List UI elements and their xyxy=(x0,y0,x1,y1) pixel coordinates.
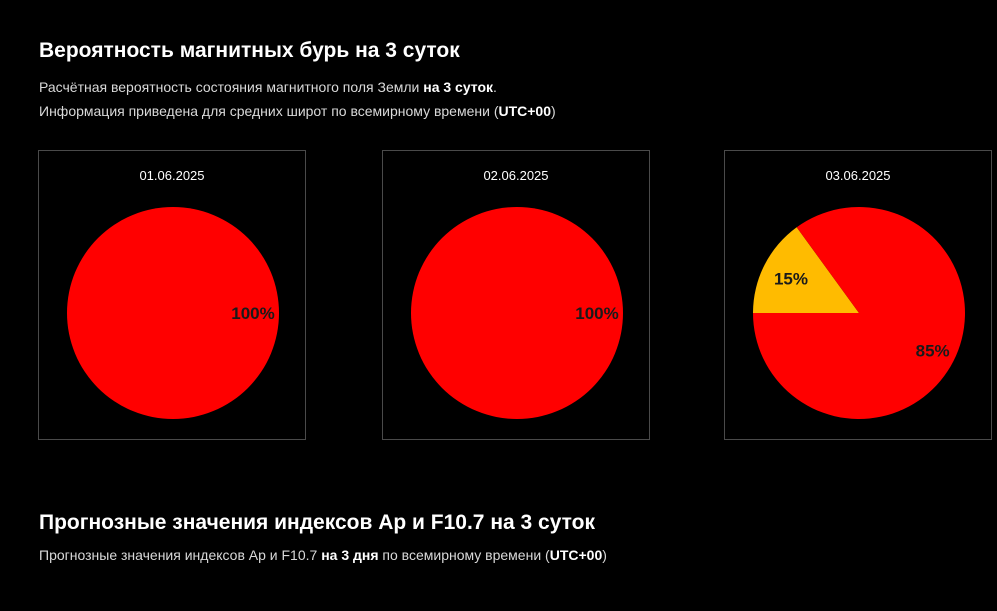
section-description-line-1: Расчётная вероятность состояния магнитно… xyxy=(39,79,497,95)
card-date: 01.06.2025 xyxy=(139,168,205,183)
pie-slice-label: 100% xyxy=(231,304,274,323)
pie-slice xyxy=(753,207,965,419)
section-description-indices: Прогнозные значения индексов Ap и F10.7 … xyxy=(39,547,607,563)
pie-slice xyxy=(411,207,623,419)
forecast-card-day-1: 01.06.2025 100% xyxy=(38,150,306,440)
section-description-line-2: Информация приведена для средних широт п… xyxy=(39,103,556,119)
pie-chart-day-2: 100% xyxy=(411,207,623,419)
forecast-card-day-3: 03.06.2025 15% 85% xyxy=(724,150,992,440)
card-date: 03.06.2025 xyxy=(825,168,891,183)
pie-slice-label: 15% xyxy=(774,269,808,288)
section-title-storms: Вероятность магнитных бурь на 3 суток xyxy=(39,39,460,62)
section-title-indices: Прогнозные значения индексов Ap и F10.7 … xyxy=(39,511,595,534)
pie-slice xyxy=(753,227,859,313)
card-date: 02.06.2025 xyxy=(483,168,549,183)
pie-slice xyxy=(67,207,279,419)
pie-chart-day-3: 15% 85% xyxy=(753,207,965,419)
forecast-card-day-2: 02.06.2025 100% xyxy=(382,150,650,440)
pie-slice-label: 100% xyxy=(575,304,618,323)
pie-slice-label: 85% xyxy=(916,342,950,361)
pie-chart-day-1: 100% xyxy=(67,207,279,419)
